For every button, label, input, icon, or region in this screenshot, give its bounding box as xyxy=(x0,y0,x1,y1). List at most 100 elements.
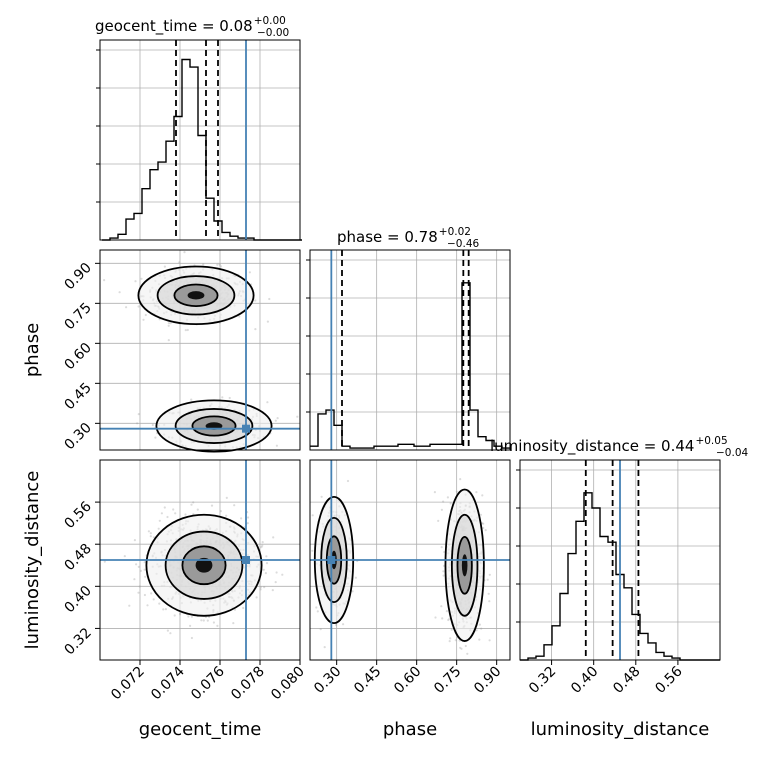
sample-point xyxy=(448,617,451,620)
histogram-geocent_time xyxy=(102,58,302,241)
sample-point xyxy=(460,647,463,650)
sample-point xyxy=(172,508,175,511)
sample-point xyxy=(275,571,278,574)
x-tick-label: 0.32 xyxy=(526,664,559,697)
sample-point xyxy=(254,299,257,302)
sample-point xyxy=(246,522,249,525)
sample-point xyxy=(137,591,140,594)
y-tick-label: 0.75 xyxy=(61,300,94,333)
y-tick-label: 0.40 xyxy=(61,583,94,616)
sample-point xyxy=(450,628,453,631)
sample-point xyxy=(190,503,193,506)
sample-point xyxy=(449,637,452,640)
ticks-layer: 0.072 0.074 0.076 0.078 0.080 0.30 0.45 0.60 0.7… xyxy=(61,49,686,703)
sample-point xyxy=(133,539,136,542)
sample-point xyxy=(248,271,251,274)
sample-point xyxy=(311,549,314,552)
sample-point xyxy=(162,608,165,611)
sample-point xyxy=(158,602,161,605)
sample-point xyxy=(125,306,128,309)
sample-point xyxy=(140,277,143,280)
sample-point xyxy=(437,519,440,523)
sample-point xyxy=(216,263,219,266)
title-phase: phase = 0.78+0.02 xyxy=(337,226,471,246)
sample-point xyxy=(342,623,345,626)
sample-point xyxy=(103,279,106,282)
sample-point xyxy=(263,586,266,589)
sample-point xyxy=(166,515,169,519)
sample-point xyxy=(187,615,190,618)
sample-point xyxy=(167,324,170,327)
truth-marker xyxy=(327,556,336,564)
sample-point xyxy=(266,401,269,404)
marker-lines-layer xyxy=(100,40,640,660)
sample-point xyxy=(183,251,186,254)
sample-point xyxy=(202,619,205,622)
sample-point xyxy=(164,608,167,611)
sample-point xyxy=(160,512,163,515)
x-tick-label: 0.60 xyxy=(391,664,424,697)
y-tick-label: 0.48 xyxy=(61,541,94,574)
sample-point xyxy=(139,569,142,573)
density-peak xyxy=(461,554,468,577)
sample-point xyxy=(433,491,436,494)
sample-point xyxy=(276,417,279,420)
sample-point xyxy=(173,614,176,617)
xlabel-phase: phase xyxy=(383,719,437,740)
sample-point xyxy=(454,639,457,642)
x-tick-label: 0.074 xyxy=(148,663,188,703)
sample-point xyxy=(136,422,139,425)
sample-point xyxy=(459,478,462,481)
sample-point xyxy=(167,322,170,325)
sample-point xyxy=(442,564,446,568)
sample-point xyxy=(184,513,187,516)
sample-point xyxy=(163,265,166,268)
sample-point xyxy=(216,624,219,628)
sample-point xyxy=(487,592,490,595)
sample-point xyxy=(154,436,157,439)
sample-point xyxy=(134,280,137,283)
sample-point xyxy=(434,616,437,619)
sample-point xyxy=(488,639,491,642)
sample-point xyxy=(481,494,484,497)
sample-point xyxy=(262,568,265,571)
y-tick-label: 0.56 xyxy=(61,499,94,532)
sample-point xyxy=(163,506,166,509)
sample-point xyxy=(240,517,243,520)
sample-point xyxy=(441,617,444,620)
sample-point xyxy=(440,508,443,511)
sample-point xyxy=(233,504,236,507)
x-tick-label: 0.56 xyxy=(652,663,685,696)
sample-point xyxy=(464,644,467,648)
ylabel-luminosity-distance: luminosity_distance xyxy=(22,471,43,650)
sample-point xyxy=(151,423,154,427)
sample-point xyxy=(144,313,147,317)
sample-point xyxy=(225,496,228,499)
sample-point xyxy=(272,536,275,539)
sample-point xyxy=(315,606,318,609)
histogram-phase xyxy=(310,282,510,449)
sample-point xyxy=(143,593,146,597)
sample-point xyxy=(488,600,491,603)
title-geocent-time: geocent_time = 0.08+0.00 xyxy=(95,15,286,36)
sample-point xyxy=(118,291,121,294)
x-tick-label: 0.45 xyxy=(351,664,384,697)
sample-point xyxy=(264,572,267,575)
sample-point xyxy=(202,263,205,266)
sample-point xyxy=(255,596,258,599)
sample-point xyxy=(455,490,458,493)
sample-point xyxy=(354,576,357,579)
sample-point xyxy=(266,320,269,323)
sample-point xyxy=(254,328,257,331)
sample-point xyxy=(206,619,209,622)
y-tick-label: 0.32 xyxy=(61,625,94,658)
sample-point xyxy=(459,646,462,649)
sample-point xyxy=(221,396,224,399)
sample-point xyxy=(335,623,338,627)
sample-point xyxy=(268,297,271,301)
sample-point xyxy=(247,516,250,519)
sample-point xyxy=(169,322,172,325)
sample-point xyxy=(186,328,189,332)
sample-point xyxy=(184,329,187,332)
